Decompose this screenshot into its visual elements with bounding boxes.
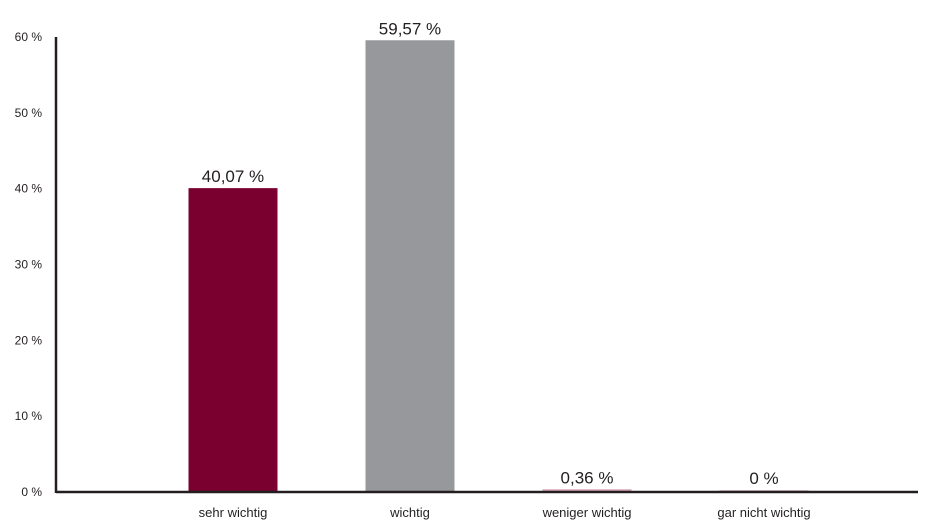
bar — [365, 40, 455, 492]
x-category-label: gar nicht wichtig — [717, 505, 810, 520]
value-labels: 40,07 % 59,57 % 0,36 % 0 % — [202, 19, 779, 488]
y-tick-label: 30 % — [15, 258, 43, 272]
y-tick-label: 50 % — [15, 106, 43, 120]
y-tick-label: 40 % — [15, 182, 43, 196]
y-axis-ticks: 0 % 10 % 20 % 30 % 40 % 50 % 60 % — [15, 30, 43, 499]
bar-value-label: 40,07 % — [202, 167, 264, 186]
y-tick-label: 0 % — [21, 485, 42, 499]
bar — [542, 489, 632, 492]
y-tick-label: 20 % — [15, 333, 43, 347]
y-tick-label: 10 % — [15, 409, 43, 423]
bar-value-label: 0,36 % — [561, 468, 614, 487]
x-category-label: weniger wichtig — [542, 505, 632, 520]
bar — [188, 188, 278, 492]
x-category-label: wichtig — [389, 505, 430, 520]
bar-value-label: 59,57 % — [379, 19, 441, 38]
bars — [188, 40, 809, 492]
y-tick-label: 60 % — [15, 30, 43, 44]
bar-value-label: 0 % — [749, 469, 778, 488]
category-labels: sehr wichtig wichtig weniger wichtig gar ni… — [199, 505, 811, 520]
x-category-label: sehr wichtig — [199, 505, 268, 520]
